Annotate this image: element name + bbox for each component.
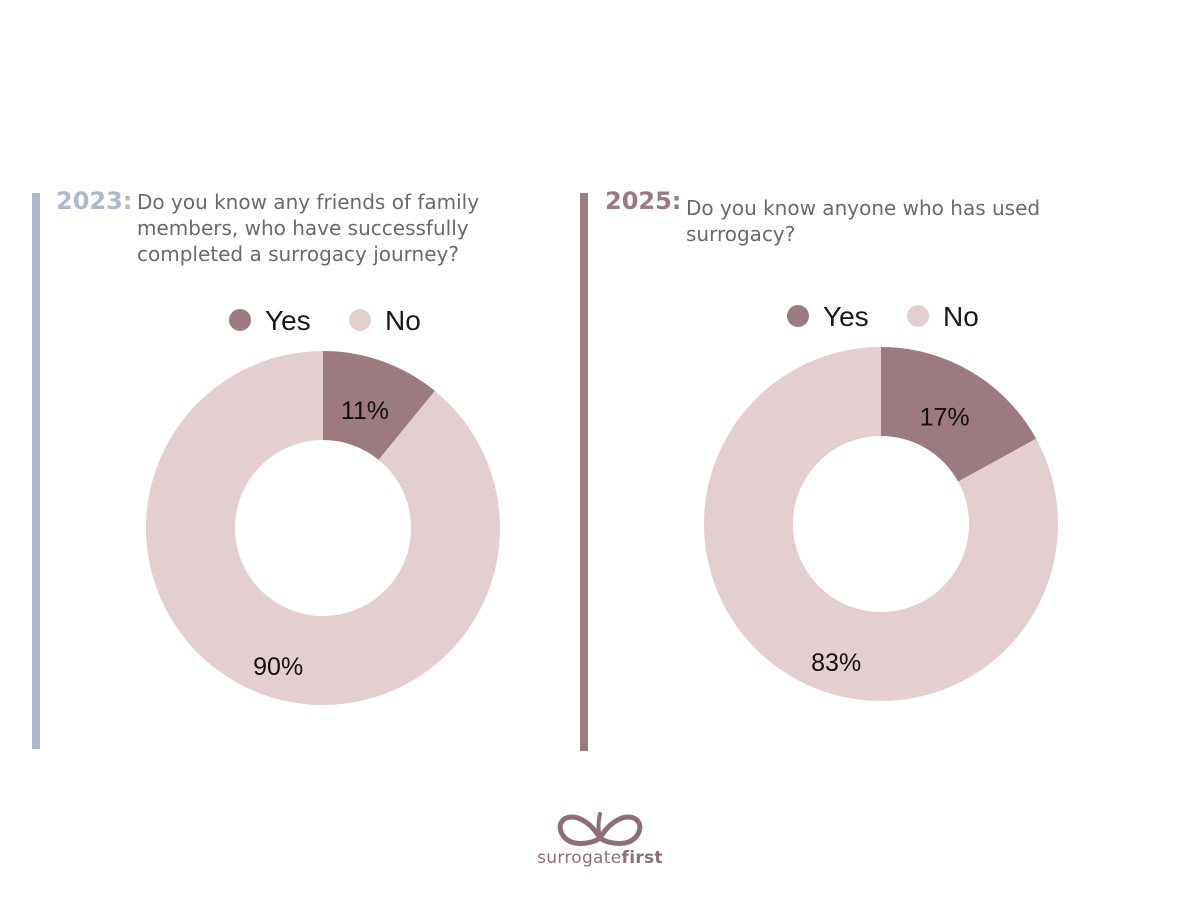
year-label-2023: 2023:: [56, 187, 133, 215]
logo-text-bold: first: [621, 848, 663, 868]
accent-bar-2025: [580, 193, 588, 751]
logo-wordmark: surrogatefirst: [520, 848, 680, 868]
legend-marker-no: [349, 309, 371, 331]
slice-label-no: 83%: [811, 649, 861, 677]
legend-marker-yes: [787, 305, 809, 327]
legend-label-yes: Yes: [823, 301, 869, 332]
slice-yes: [881, 347, 1037, 482]
donut-chart-2025: Yes No 17% 83%: [704, 301, 1058, 701]
slice-label-yes: 11%: [341, 397, 389, 425]
brand-logo: surrogatefirst: [520, 808, 680, 878]
slice-label-no: 90%: [253, 653, 303, 681]
slice-yes: [323, 351, 435, 460]
slice-no: [146, 351, 501, 705]
legend-label-no: No: [385, 305, 421, 336]
question-line: surrogacy?: [686, 222, 796, 246]
legend-label-yes: Yes: [265, 305, 311, 336]
legend-marker-no: [907, 305, 929, 327]
legend-marker-yes: [229, 309, 251, 331]
question-line: completed a surrogacy journey?: [137, 242, 459, 266]
question-2023: Do you know any friends of family member…: [137, 189, 479, 267]
donut-chart-2023: Yes No 11% 90%: [146, 305, 501, 705]
accent-bar-2023: [32, 193, 40, 749]
butterfly-icon: [557, 812, 643, 846]
legend-label-no: No: [943, 301, 979, 332]
logo-text-light: surrogate: [537, 848, 622, 868]
slice-no: [704, 347, 1058, 701]
year-label-2025: 2025:: [605, 187, 682, 215]
question-line: members, who have successfully: [137, 216, 469, 240]
question-line: Do you know any friends of family: [137, 190, 480, 214]
slice-label-yes: 17%: [920, 403, 970, 431]
question-2025: Do you know anyone who has used surrogac…: [686, 195, 1040, 247]
question-line: Do you know anyone who has used: [686, 196, 1041, 220]
